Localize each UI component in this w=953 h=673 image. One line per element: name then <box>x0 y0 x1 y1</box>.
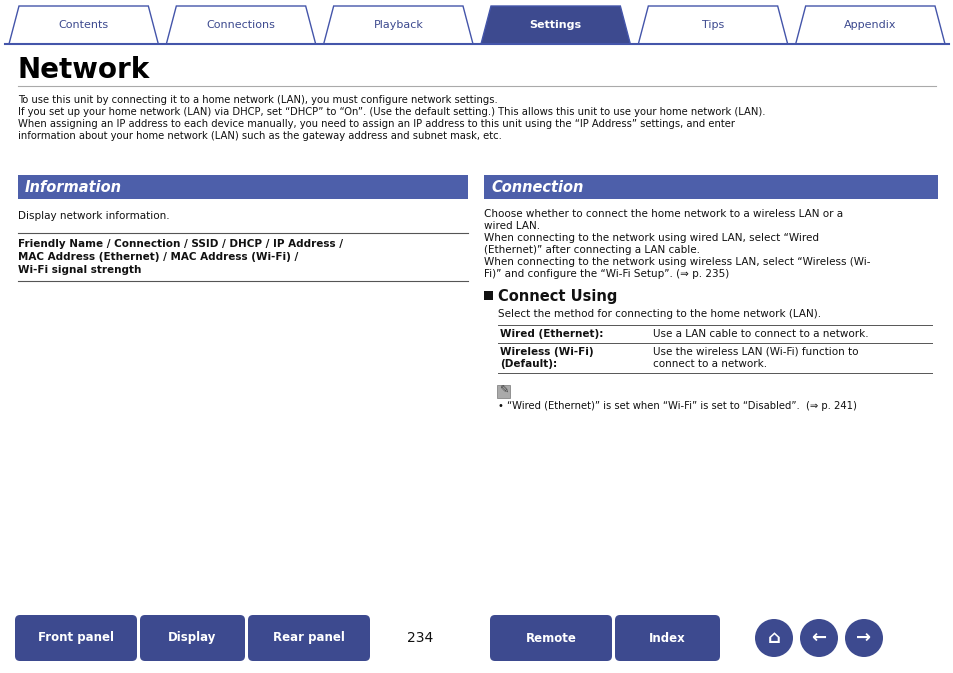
Text: →: → <box>856 629 871 647</box>
Text: Rear panel: Rear panel <box>273 631 345 645</box>
Text: Select the method for connecting to the home network (LAN).: Select the method for connecting to the … <box>497 309 821 319</box>
Text: Wi-Fi signal strength: Wi-Fi signal strength <box>18 265 141 275</box>
FancyBboxPatch shape <box>248 615 370 661</box>
Text: ←: ← <box>811 629 825 647</box>
Text: To use this unit by connecting it to a home network (LAN), you must configure ne: To use this unit by connecting it to a h… <box>18 95 497 105</box>
Text: Tips: Tips <box>701 20 723 30</box>
Text: connect to a network.: connect to a network. <box>652 359 766 369</box>
Text: wired LAN.: wired LAN. <box>483 221 539 231</box>
Polygon shape <box>638 6 787 44</box>
Polygon shape <box>323 6 473 44</box>
Text: Display network information.: Display network information. <box>18 211 170 221</box>
Text: Use the wireless LAN (Wi-Fi) function to: Use the wireless LAN (Wi-Fi) function to <box>652 347 858 357</box>
Text: (Default):: (Default): <box>499 359 557 369</box>
Text: Display: Display <box>168 631 216 645</box>
Text: If you set up your home network (LAN) via DHCP, set “DHCP” to “On”. (Use the def: If you set up your home network (LAN) vi… <box>18 107 764 117</box>
FancyBboxPatch shape <box>490 615 612 661</box>
Text: ⌂: ⌂ <box>767 629 780 647</box>
FancyBboxPatch shape <box>483 291 493 300</box>
Text: Settings: Settings <box>529 20 581 30</box>
Text: Appendix: Appendix <box>843 20 896 30</box>
Text: Friendly Name / Connection / SSID / DHCP / IP Address /: Friendly Name / Connection / SSID / DHCP… <box>18 239 343 249</box>
Text: When connecting to the network using wired LAN, select “Wired: When connecting to the network using wir… <box>483 233 818 243</box>
Text: Remote: Remote <box>525 631 576 645</box>
Text: Wired (Ethernet):: Wired (Ethernet): <box>499 329 602 339</box>
Text: Connections: Connections <box>207 20 275 30</box>
Text: MAC Address (Ethernet) / MAC Address (Wi-Fi) /: MAC Address (Ethernet) / MAC Address (Wi… <box>18 252 298 262</box>
FancyBboxPatch shape <box>15 615 137 661</box>
FancyBboxPatch shape <box>497 384 510 398</box>
Text: Network: Network <box>18 56 150 84</box>
Text: Use a LAN cable to connect to a network.: Use a LAN cable to connect to a network. <box>652 329 868 339</box>
Text: 234: 234 <box>406 631 433 645</box>
Polygon shape <box>166 6 315 44</box>
Text: Wireless (Wi-Fi): Wireless (Wi-Fi) <box>499 347 593 357</box>
Polygon shape <box>9 6 158 44</box>
Text: Choose whether to connect the home network to a wireless LAN or a: Choose whether to connect the home netwo… <box>483 209 842 219</box>
Circle shape <box>800 619 837 657</box>
FancyBboxPatch shape <box>615 615 720 661</box>
Text: When assigning an IP address to each device manually, you need to assign an IP a: When assigning an IP address to each dev… <box>18 119 734 129</box>
Circle shape <box>844 619 882 657</box>
Text: ✎: ✎ <box>498 386 508 396</box>
FancyBboxPatch shape <box>483 175 937 199</box>
Text: When connecting to the network using wireless LAN, select “Wireless (Wi-: When connecting to the network using wir… <box>483 257 869 267</box>
FancyBboxPatch shape <box>18 175 468 199</box>
Text: Index: Index <box>648 631 685 645</box>
FancyBboxPatch shape <box>140 615 245 661</box>
Text: Front panel: Front panel <box>38 631 113 645</box>
Text: Fi)” and configure the “Wi-Fi Setup”. (⇒ p. 235): Fi)” and configure the “Wi-Fi Setup”. (⇒… <box>483 269 728 279</box>
Text: Connect Using: Connect Using <box>497 289 617 304</box>
Circle shape <box>754 619 792 657</box>
Polygon shape <box>480 6 630 44</box>
Text: • “Wired (Ethernet)” is set when “Wi-Fi” is set to “Disabled”.  (⇒ p. 241): • “Wired (Ethernet)” is set when “Wi-Fi”… <box>497 401 856 411</box>
Text: Connection: Connection <box>491 180 583 194</box>
Polygon shape <box>795 6 944 44</box>
Text: Playback: Playback <box>373 20 423 30</box>
Text: Information: Information <box>25 180 122 194</box>
Text: information about your home network (LAN) such as the gateway address and subnet: information about your home network (LAN… <box>18 131 501 141</box>
Text: Contents: Contents <box>58 20 109 30</box>
Text: (Ethernet)” after connecting a LAN cable.: (Ethernet)” after connecting a LAN cable… <box>483 245 700 255</box>
